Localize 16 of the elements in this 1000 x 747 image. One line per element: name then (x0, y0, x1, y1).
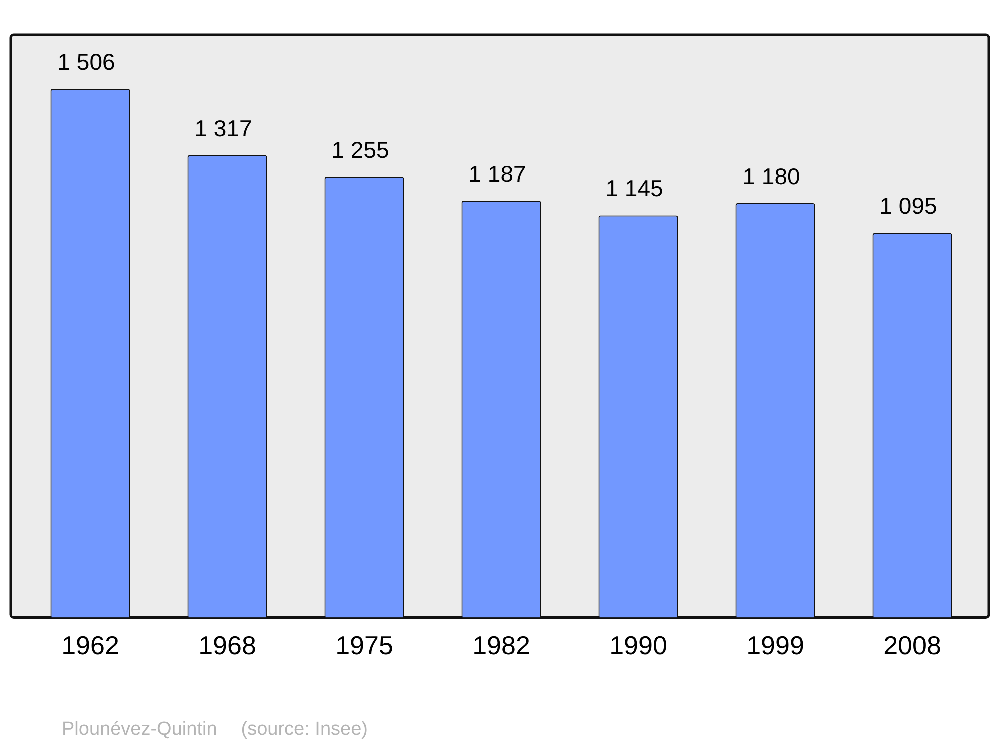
data-label: 1 145 (606, 176, 664, 202)
data-label: 1 187 (468, 160, 526, 187)
text: (source: Insee) (241, 719, 368, 740)
data-label: 1 506 (58, 48, 116, 75)
x-tick-label: 1968 (198, 630, 256, 661)
x-tick-label: 1990 (610, 630, 668, 661)
x-tick-label: 1962 (62, 630, 120, 661)
text: Plounévez-Quintin (62, 719, 218, 740)
x-tick-label: 1982 (472, 630, 530, 661)
data-label: 1 317 (194, 115, 252, 142)
x-tick-label: 1975 (336, 630, 394, 661)
x-tick-label: 2008 (884, 630, 942, 661)
data-label: 1 180 (742, 163, 800, 190)
data-label: 1 095 (880, 193, 938, 220)
data-label: 1 255 (332, 137, 390, 164)
x-tick-label: 1999 (746, 630, 804, 661)
